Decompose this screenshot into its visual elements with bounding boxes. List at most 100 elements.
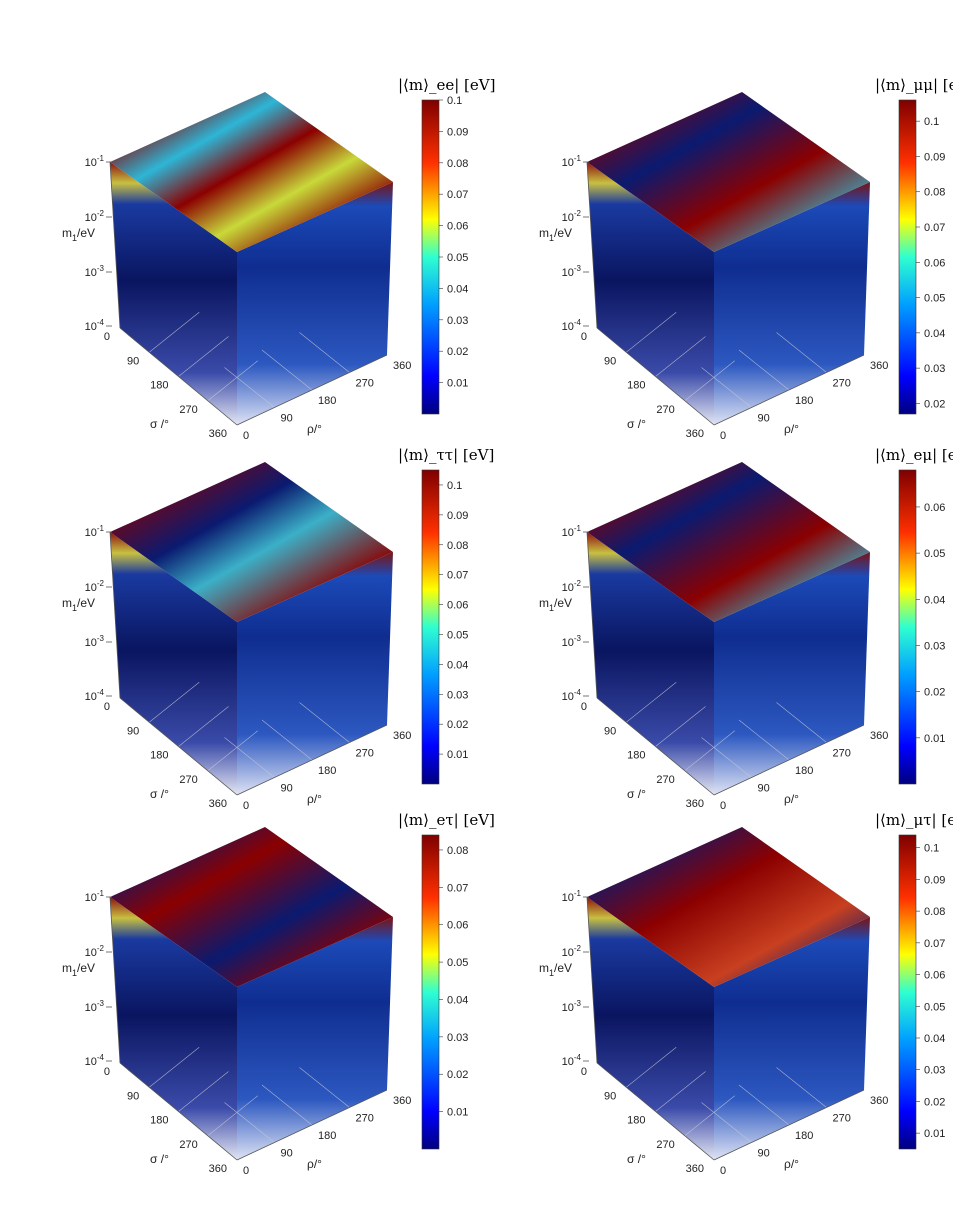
x-axis-label: σ /° (150, 1152, 169, 1166)
y-axis-label: ρ/° (307, 422, 322, 436)
y-tick-label: 90 (758, 783, 770, 795)
x-tick-label: 0 (581, 331, 587, 343)
y-axis-label: ρ/° (307, 792, 322, 806)
cube-plot-etau: 10-4 10-3 10-2 10-1 m1/eV 0 90 180 270 360 σ /° 0 90… (62, 811, 495, 1177)
z-tick-label: 10-2 (562, 944, 582, 959)
cube-left-face (587, 897, 714, 1160)
x-axis-label: σ /° (627, 787, 646, 801)
x-tick-label: 360 (209, 1163, 227, 1175)
x-tick-label: 360 (209, 798, 227, 810)
y-tick-label: 180 (795, 765, 813, 777)
colorbar-tick-label: 0.06 (447, 920, 468, 932)
colorbar-tick-label: 0.04 (447, 283, 468, 295)
colorbar (421, 99, 440, 415)
y-axis-label: ρ/° (307, 1157, 322, 1171)
z-tick-label: 10-4 (85, 688, 105, 703)
colorbar-tick-label: 0.1 (447, 480, 462, 492)
z-tick-label: 10-3 (562, 634, 582, 649)
colorbar-tick-label: 0.09 (924, 874, 945, 886)
cube-right-face (237, 917, 393, 1160)
z-tick-label: 10-3 (85, 264, 105, 279)
cube-plot-mumu: 10-4 10-3 10-2 10-1 m1/eV 0 90 180 270 360 σ /° 0 90… (539, 76, 953, 442)
colorbar (421, 834, 440, 1150)
colorbar-tick-label: 0.03 (447, 689, 468, 701)
colorbar-tick-label: 0.04 (447, 659, 468, 671)
colorbar (421, 469, 440, 785)
y-tick-label: 180 (795, 395, 813, 407)
x-axis-label: σ /° (150, 417, 169, 431)
x-tick-label: 180 (627, 380, 645, 392)
y-tick-label: 360 (870, 730, 888, 742)
x-tick-label: 90 (604, 355, 616, 367)
cube-top-face (110, 827, 393, 987)
colorbar-tick-label: 0.03 (924, 363, 945, 375)
z-tick-label: 10-2 (85, 579, 105, 594)
colorbar-tick-label: 0.1 (447, 95, 462, 107)
y-tick-label: 270 (833, 1113, 851, 1125)
x-tick-label: 90 (127, 355, 139, 367)
y-tick-label: 0 (720, 1165, 726, 1177)
z-tick-label: 10-3 (85, 634, 105, 649)
colorbar-tick-label: 0.02 (924, 687, 945, 699)
x-tick-label: 90 (604, 1090, 616, 1102)
y-tick-label: 360 (393, 730, 411, 742)
x-tick-label: 180 (150, 1115, 168, 1127)
y-tick-label: 270 (356, 378, 374, 390)
z-tick-label: 10-4 (562, 688, 582, 703)
colorbar-tick-label: 0.06 (924, 257, 945, 269)
z-tick-label: 10-3 (562, 999, 582, 1014)
z-tick-label: 10-1 (85, 889, 105, 904)
colorbar-title: |⟨m⟩_eμ| [eV] (875, 446, 953, 464)
x-axis-label: σ /° (627, 1152, 646, 1166)
x-tick-label: 180 (150, 380, 168, 392)
x-tick-label: 360 (209, 428, 227, 440)
colorbar-tick-label: 0.09 (447, 510, 468, 522)
y-tick-label: 360 (870, 360, 888, 372)
x-axis-label: σ /° (627, 417, 646, 431)
y-tick-label: 180 (318, 395, 336, 407)
z-tick-label: 10-1 (85, 154, 105, 169)
y-tick-label: 360 (393, 1095, 411, 1107)
colorbar-tick-label: 0.1 (924, 843, 939, 855)
colorbar-tick-label: 0.08 (447, 540, 468, 552)
z-tick-label: 10-2 (85, 209, 105, 224)
cube-left-face (587, 532, 714, 795)
colorbar-tick-label: 0.07 (447, 882, 468, 894)
z-tick-label: 10-4 (85, 318, 105, 333)
y-tick-label: 90 (281, 413, 293, 425)
panel-emu: 10-4 10-3 10-2 10-1 m1/eV 0 90 180 270 360 σ /° 0 90… (477, 446, 953, 820)
colorbar-tick-label: 0.06 (924, 502, 945, 514)
cube-left-face (587, 162, 714, 425)
colorbar-tick-label: 0.1 (924, 116, 939, 128)
y-tick-label: 360 (870, 1095, 888, 1107)
colorbar-tick-label: 0.04 (924, 328, 945, 340)
z-axis-label: m1/eV (62, 961, 95, 978)
y-tick-label: 90 (281, 1148, 293, 1160)
colorbar-tick-label: 0.02 (447, 1069, 468, 1081)
cube-left-face (110, 162, 237, 425)
colorbar-tick-label: 0.05 (924, 548, 945, 560)
x-tick-label: 0 (104, 701, 110, 713)
colorbar-title: |⟨m⟩_ττ| [eV] (398, 446, 494, 464)
z-tick-label: 10-4 (85, 1053, 105, 1068)
z-axis-label: m1/eV (539, 596, 572, 613)
colorbar-tick-label: 0.02 (924, 1096, 945, 1108)
x-tick-label: 180 (627, 1115, 645, 1127)
cube-right-face (714, 552, 870, 795)
colorbar-tick-label: 0.03 (447, 315, 468, 327)
cube-plot-ee: 10-4 10-3 10-2 10-1 m1/eV 0 90 180 270 360 σ /° 0 90… (62, 76, 495, 442)
x-tick-label: 180 (150, 750, 168, 762)
colorbar-tick-label: 0.01 (447, 378, 468, 390)
floor-grid (626, 312, 827, 408)
x-tick-label: 270 (179, 774, 197, 786)
z-tick-label: 10-4 (562, 318, 582, 333)
colorbar-title: |⟨m⟩_μτ| [eV] (875, 811, 953, 829)
cube-top-face (587, 92, 870, 252)
colorbar-tick-label: 0.04 (447, 994, 468, 1006)
z-tick-label: 10-1 (85, 524, 105, 539)
x-tick-label: 90 (604, 725, 616, 737)
y-tick-label: 0 (243, 1165, 249, 1177)
colorbar-tick-label: 0.07 (924, 222, 945, 234)
x-tick-label: 0 (104, 1066, 110, 1078)
y-tick-label: 270 (356, 748, 374, 760)
